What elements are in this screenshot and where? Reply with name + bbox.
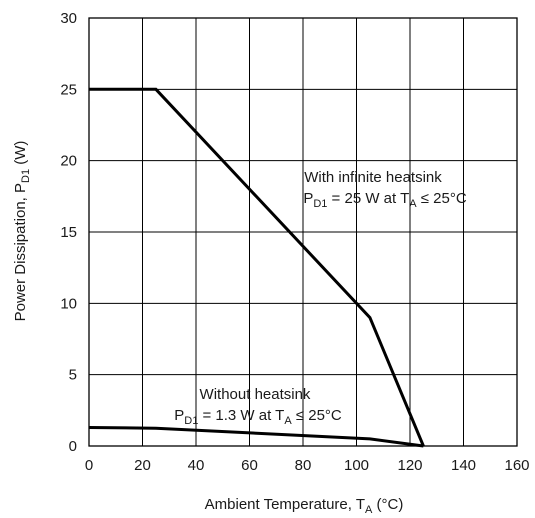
annotation-heatsink-condition: PD1 = 25 W at TA ≤ 25°C xyxy=(303,190,467,210)
y-tick-label: 30 xyxy=(60,10,77,27)
y-tick-label: 15 xyxy=(60,224,77,241)
y-tick-label: 25 xyxy=(60,81,77,98)
x-tick-label: 140 xyxy=(451,457,476,474)
y-tick-label: 20 xyxy=(60,153,77,170)
annotation-no-heatsink-condition: PD1 = 1.3 W at TA ≤ 25°C xyxy=(174,407,342,427)
plot-frame xyxy=(88,17,518,447)
x-tick-label: 0 xyxy=(85,457,93,474)
y-axis-title: Power Dissipation, PD1 (W) xyxy=(12,141,32,322)
y-tick-label: 10 xyxy=(60,295,77,312)
x-tick-label: 80 xyxy=(295,457,312,474)
y-tick-labels: 0 5 10 15 20 25 30 xyxy=(60,10,77,455)
series-line-2 xyxy=(88,426,424,448)
x-axis-title: Ambient Temperature, TA (°C) xyxy=(205,496,404,516)
x-tick-label: 20 xyxy=(134,457,151,474)
series-line-1 xyxy=(89,87,425,447)
series-lines xyxy=(88,87,425,448)
x-tick-labels: 0 20 40 60 80 100 120 140 160 xyxy=(85,457,530,474)
grid xyxy=(88,17,518,447)
annotation-heatsink-title: With infinite heatsink xyxy=(304,169,442,186)
annotation-no-heatsink-title: Without heatsink xyxy=(200,386,311,403)
x-tick-label: 40 xyxy=(188,457,205,474)
x-tick-label: 100 xyxy=(344,457,369,474)
x-tick-label: 160 xyxy=(504,457,529,474)
y-tick-label: 0 xyxy=(69,438,77,455)
y-tick-label: 5 xyxy=(69,367,77,384)
x-tick-label: 120 xyxy=(397,457,422,474)
x-tick-label: 60 xyxy=(241,457,258,474)
